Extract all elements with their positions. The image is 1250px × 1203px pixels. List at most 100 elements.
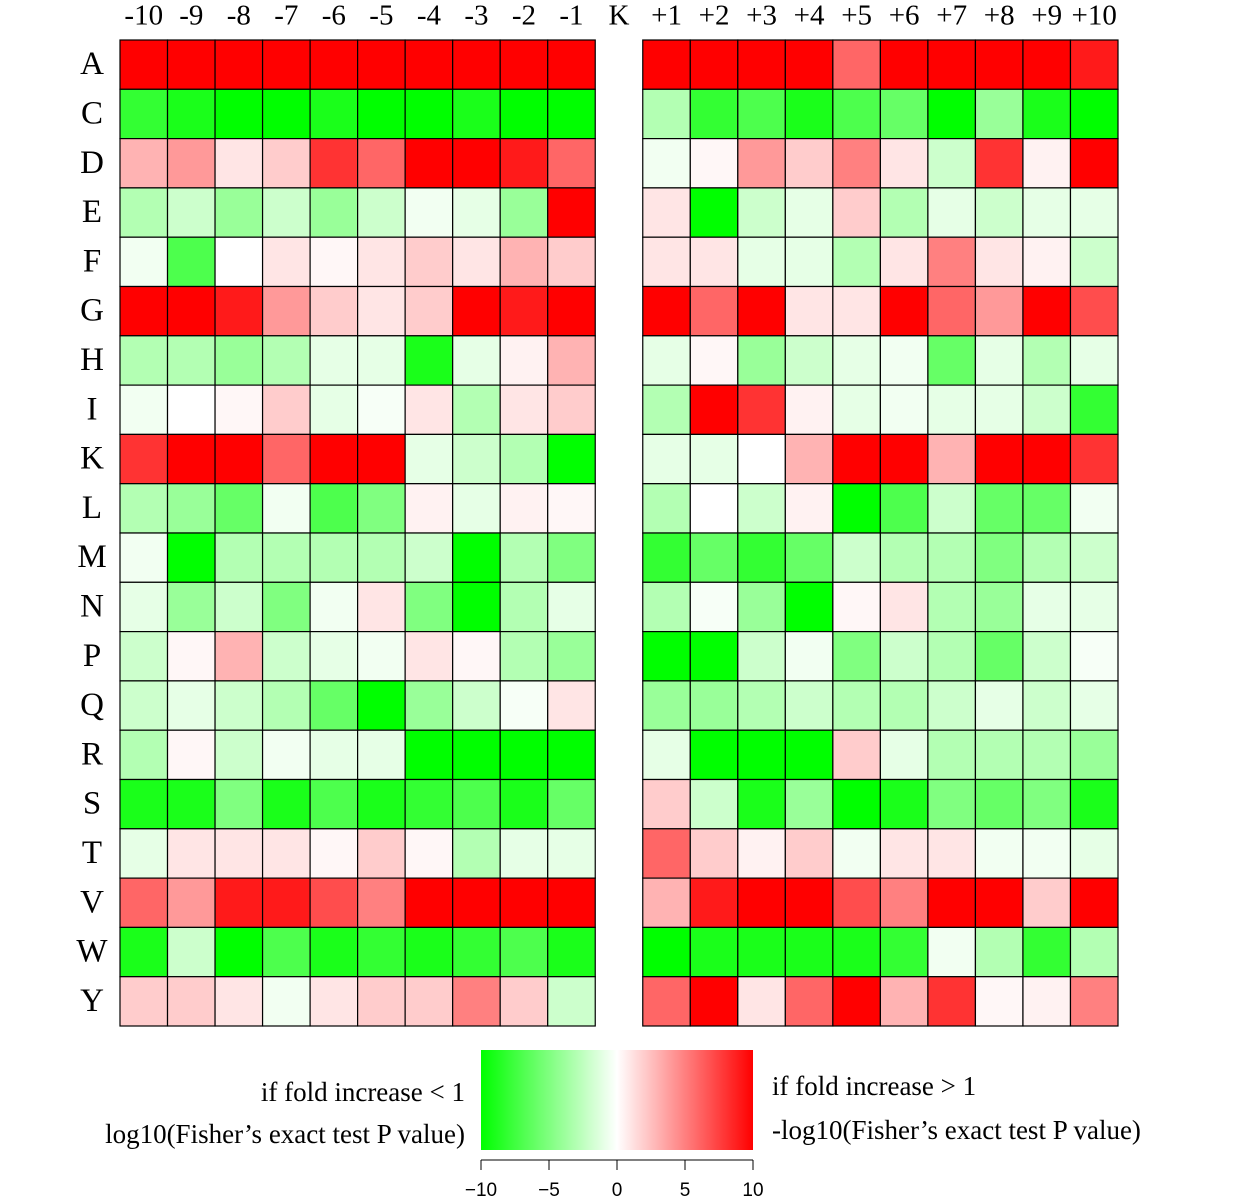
cell: [309, 630, 359, 682]
cell: [1069, 335, 1119, 386]
cell: [737, 138, 786, 189]
cell: [737, 532, 786, 583]
annotation: if fold increase > 1: [772, 1071, 976, 1101]
cell: [784, 88, 834, 140]
row-label: E: [82, 194, 102, 230]
cell: [452, 236, 501, 288]
cell: [499, 926, 549, 978]
cell: [404, 877, 454, 928]
cell: [879, 532, 929, 583]
cell: [499, 433, 549, 485]
column-label: -2: [512, 0, 536, 32]
cell: [404, 581, 454, 633]
cell: [974, 828, 1024, 879]
cell: [261, 976, 311, 1027]
cell: [1022, 680, 1072, 731]
cell: [357, 532, 406, 583]
cell: [119, 680, 169, 731]
cell: [166, 88, 216, 140]
cell: [404, 680, 454, 731]
cell: [737, 285, 786, 337]
cell: [784, 138, 834, 189]
cell: [404, 285, 454, 337]
cell: [927, 532, 977, 583]
cell: [357, 778, 406, 830]
cell: [119, 828, 169, 879]
cell: [166, 532, 216, 583]
cell: [499, 877, 549, 928]
cell: [499, 483, 549, 534]
cell: [357, 335, 406, 386]
column-label: +3: [746, 0, 777, 32]
cell: [214, 976, 264, 1027]
cell: [784, 828, 834, 879]
cell: [1022, 138, 1072, 189]
cell: [404, 138, 454, 189]
cell: [642, 88, 691, 140]
cell: [1069, 680, 1119, 731]
cell: [974, 138, 1024, 189]
cell: [119, 729, 169, 781]
cell: [357, 630, 406, 682]
cell: [214, 877, 264, 928]
cell: [927, 828, 977, 879]
cell: [737, 187, 786, 238]
cell: [784, 729, 834, 781]
cell: [214, 483, 264, 534]
cell: [261, 285, 311, 337]
cell: [166, 285, 216, 337]
cell: [879, 976, 929, 1027]
cell: [784, 630, 834, 682]
column-label: +7: [936, 0, 967, 32]
cell: [784, 976, 834, 1027]
cell: [214, 926, 264, 978]
cell: [927, 384, 977, 436]
cell: [261, 187, 311, 238]
cell: [927, 926, 977, 978]
cell: [737, 926, 786, 978]
cell: [1022, 384, 1072, 436]
cell: [642, 581, 691, 633]
row-label: M: [77, 539, 106, 575]
cell: [689, 335, 739, 386]
cell: [879, 877, 929, 928]
cell: [166, 138, 216, 189]
cell: [1022, 187, 1072, 238]
cell: [547, 680, 596, 731]
cell: [119, 630, 169, 682]
cell: [737, 630, 786, 682]
cell: [642, 976, 691, 1027]
cell: [452, 532, 501, 583]
cell: [689, 729, 739, 781]
cell: [214, 236, 264, 288]
cell: [1069, 877, 1119, 928]
cell: [974, 187, 1024, 238]
cell: [879, 39, 929, 90]
cell: [357, 877, 406, 928]
cell: [499, 384, 549, 436]
cell: [452, 483, 501, 534]
cell: [927, 877, 977, 928]
cell: [689, 680, 739, 731]
cell: [784, 778, 834, 830]
cell: [547, 828, 596, 879]
cell: [499, 138, 549, 189]
cell: [119, 926, 169, 978]
cell: [642, 433, 691, 485]
cell: [737, 680, 786, 731]
cell: [214, 88, 264, 140]
cell: [1069, 236, 1119, 288]
cell: [214, 433, 264, 485]
cell: [452, 335, 501, 386]
row-label: S: [83, 786, 101, 822]
column-label: -4: [417, 0, 442, 32]
cell: [166, 581, 216, 633]
cell: [784, 581, 834, 633]
cell: [927, 236, 977, 288]
cell: [499, 39, 549, 90]
cell: [547, 138, 596, 189]
cell: [784, 926, 834, 978]
cell: [1069, 483, 1119, 534]
cell: [166, 926, 216, 978]
cell: [404, 384, 454, 436]
